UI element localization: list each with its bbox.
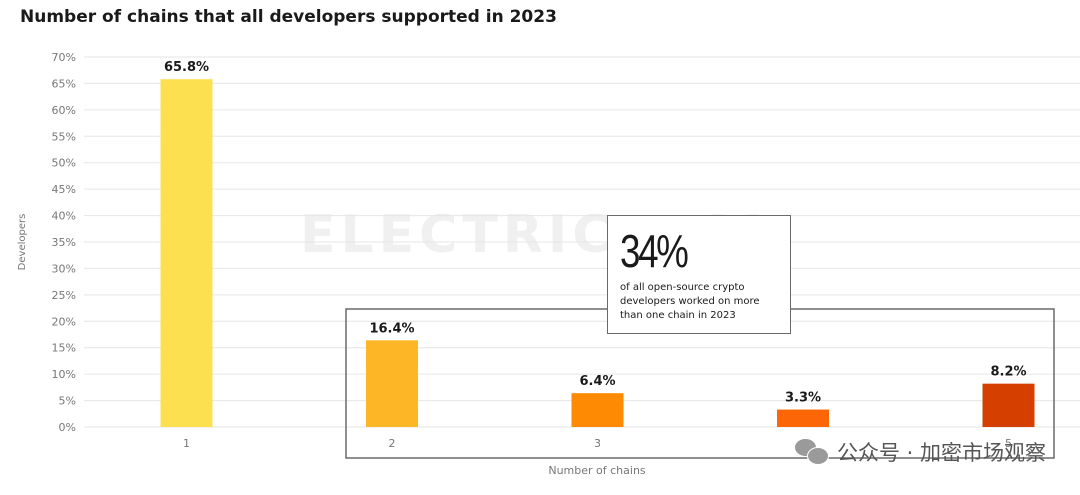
value-label: 3.3% [785,391,821,406]
y-tick-label: 5% [59,395,76,408]
y-tick-label: 30% [52,262,76,275]
y-tick-label: 40% [52,210,76,223]
value-label: 65.8% [164,60,209,75]
bars [160,79,1035,427]
y-tick-label: 45% [52,183,76,196]
y-tick-label: 35% [52,236,76,249]
value-labels: 65.8% 16.4% 6.4% 3.3% 8.2% [164,60,1027,405]
x-axis-label: Number of chains [548,464,646,477]
y-tick-label: 50% [52,157,76,170]
y-tick-label: 60% [52,104,76,117]
value-label: 6.4% [579,374,615,389]
x-tick-label: 1 [183,437,190,450]
callout-text: of all open-source crypto developers wor… [620,282,760,321]
bar [571,393,624,427]
branding: 公众号 · 加密市场观察 [794,437,1046,467]
y-tick-label: 20% [52,315,76,328]
callout-big-number: 34% [620,225,689,277]
y-tick-labels: 0% 5% 10% 15% 20% 25% 30% 35% 40% 45% 50% 55% 60% 65%… [52,51,76,434]
y-tick-label: 15% [52,342,76,355]
y-tick-label: 55% [52,130,76,143]
watermark-text: ELECTRIC [300,205,616,265]
bar [982,383,1035,427]
value-label: 8.2% [990,365,1026,380]
bar [777,409,829,427]
callout-box: 34% of all open-source crypto developers… [607,215,791,334]
bar [366,340,418,427]
y-tick-label: 0% [59,421,76,434]
x-tick-label: 3 [594,437,601,450]
grid-lines [84,56,1080,428]
y-tick-label: 65% [52,77,76,90]
y-tick-label: 10% [52,368,76,381]
branding-text: 公众号 · 加密市场观察 [836,441,1046,465]
y-axis-label: Developers [17,214,28,271]
bar [160,79,213,427]
chart-title: Number of chains that all developers sup… [20,7,557,27]
y-tick-label: 70% [52,51,76,64]
x-tick-label: 5 [1005,437,1012,450]
x-tick-label: 2 [389,437,396,450]
wechat-icon [794,439,829,465]
value-label: 16.4% [369,321,414,336]
y-tick-label: 25% [52,289,76,302]
